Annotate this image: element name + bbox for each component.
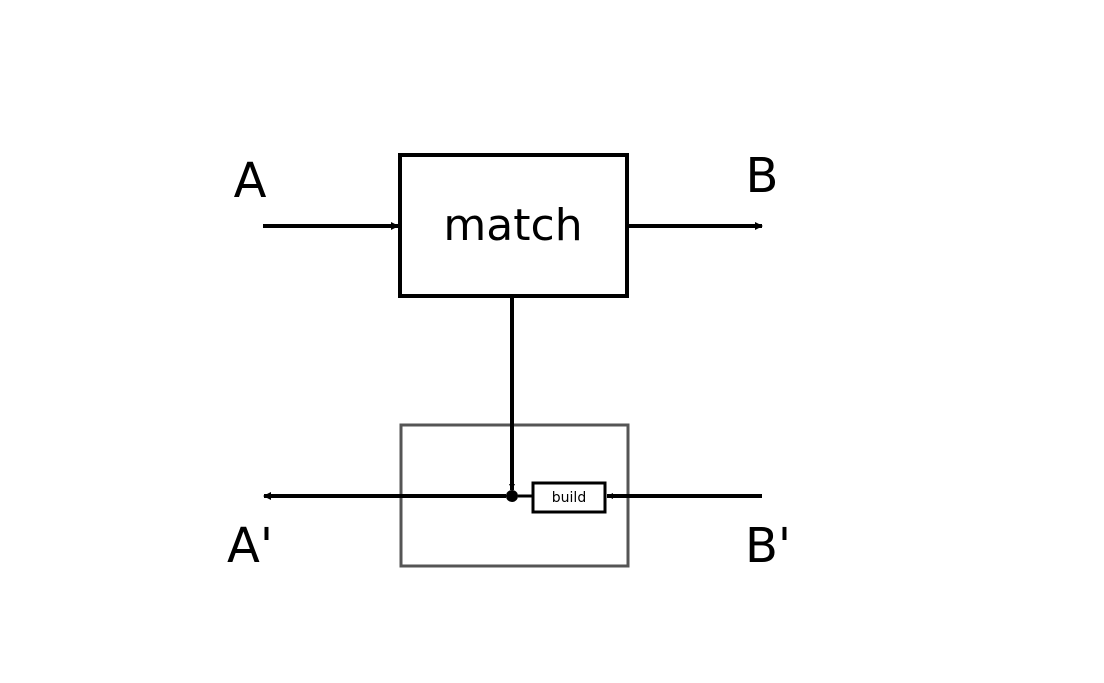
label-a-prime: A'	[227, 518, 273, 574]
label-b: B	[746, 148, 779, 204]
match-label: match	[443, 200, 582, 251]
match-block: match	[398, 153, 629, 298]
build-block: build	[531, 481, 607, 514]
build-label: build	[552, 490, 586, 506]
label-a: A	[234, 153, 267, 209]
label-b-prime: B'	[745, 518, 791, 574]
junction-dot	[506, 490, 518, 502]
